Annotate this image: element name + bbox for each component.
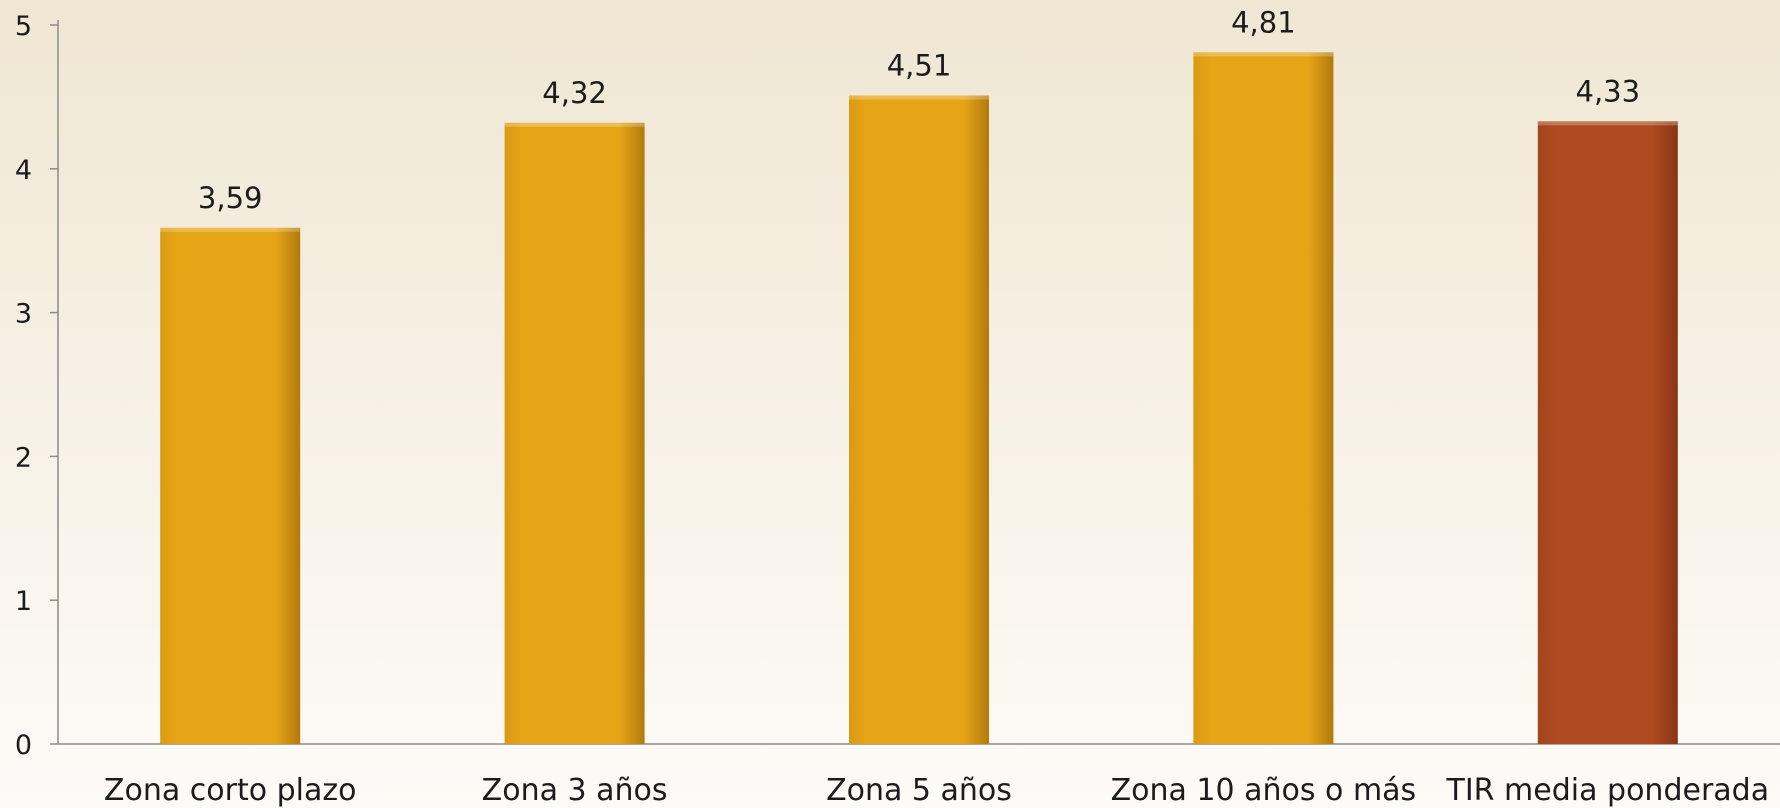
- bar: [160, 227, 301, 744]
- data-label: 4,81: [1231, 5, 1296, 39]
- y-tick-label: 3: [15, 299, 32, 330]
- y-tick-label: 1: [15, 586, 32, 617]
- labels: 0 1 2 3 4 5 3,59 Zona corto plazo 4,32 Zona 3 año…: [15, 5, 1769, 808]
- y-tick-label: 2: [15, 442, 32, 473]
- y-tick-label: 5: [15, 11, 32, 42]
- bar-highlight: [1193, 52, 1334, 57]
- bar: [1193, 52, 1334, 744]
- bars: [160, 52, 1678, 745]
- bar-highlight: [160, 227, 301, 232]
- bar-highlight: [504, 122, 645, 127]
- category-label: Zona 10 años o más: [1111, 773, 1417, 808]
- y-tick-label: 0: [15, 730, 32, 761]
- category-label: TIR media ponderada: [1446, 773, 1770, 808]
- category-label: Zona 5 años: [826, 773, 1012, 808]
- data-label: 4,51: [887, 48, 952, 82]
- data-label: 4,32: [542, 76, 607, 110]
- bar-highlight: [1537, 121, 1678, 126]
- data-label: 3,59: [198, 181, 263, 215]
- category-label: Zona 3 años: [482, 773, 668, 808]
- data-label: 4,33: [1576, 74, 1641, 108]
- y-tick-label: 4: [15, 155, 32, 186]
- bar: [504, 122, 645, 744]
- bar-highlight: [849, 95, 989, 100]
- bar: [849, 95, 989, 745]
- bar: [1537, 121, 1678, 744]
- category-label: Zona corto plazo: [104, 773, 357, 808]
